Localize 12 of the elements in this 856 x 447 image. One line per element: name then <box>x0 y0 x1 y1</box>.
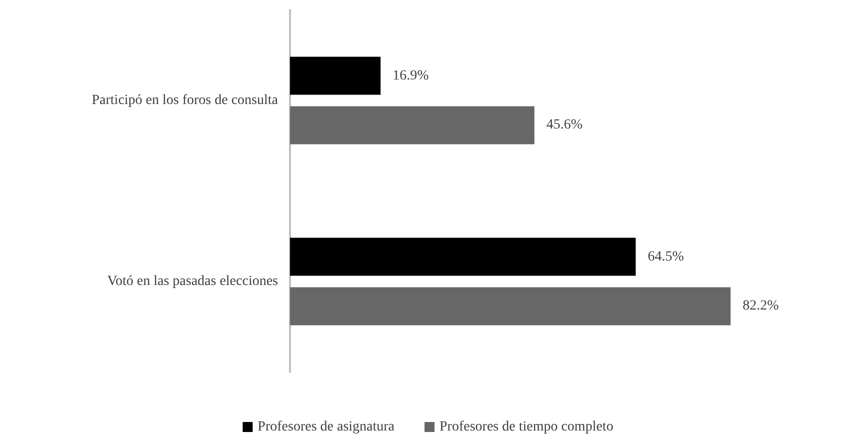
data-label: 45.6% <box>546 118 583 133</box>
data-label: 82.2% <box>742 298 780 314</box>
bar <box>290 56 381 95</box>
bar <box>290 238 636 276</box>
data-label: 64.5% <box>648 249 684 264</box>
legend-label: Profesores de asignatura <box>258 420 396 434</box>
y-tick-label: Votó en las pasadas elecciones <box>107 274 278 289</box>
bar <box>290 287 731 326</box>
data-label: 16.9% <box>392 68 430 84</box>
bar <box>290 106 534 144</box>
y-tick-label: Participó en los foros de consulta <box>92 93 279 108</box>
legend-label: Profesores de tiempo completo <box>440 420 614 434</box>
